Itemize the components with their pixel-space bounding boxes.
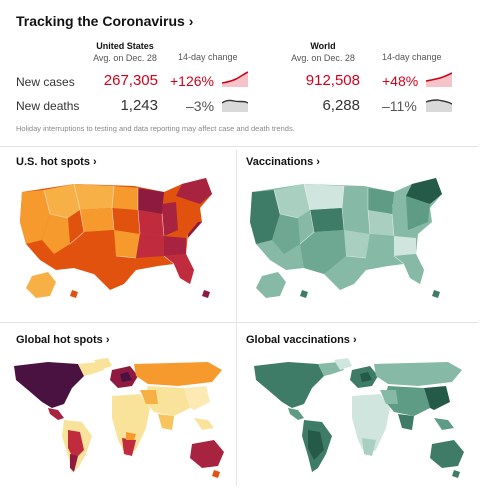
us-cases-value: 267,305 [103, 72, 158, 89]
us-deaths-value: 1,243 [120, 97, 158, 114]
world-column-header: World Avg. on Dec. 28 [290, 40, 356, 64]
world-heading: World [310, 41, 336, 51]
us-hotspots-link[interactable]: U.S. hot spots › [16, 156, 97, 168]
new-deaths-label: New deaths [16, 99, 80, 113]
global-hotspots-link[interactable]: Global hot spots › [16, 334, 110, 346]
us-cases-sparkline [222, 71, 248, 87]
us-column-header: United States Avg. on Dec. 28 [92, 40, 158, 64]
us-deaths-change: –3% [186, 98, 215, 114]
new-cases-label: New cases [16, 75, 75, 89]
us-change-label: 14-day change [178, 52, 238, 62]
divider-top [0, 146, 478, 147]
page-title[interactable]: Tracking the Coronavirus › [16, 13, 194, 29]
divider-middle [0, 322, 478, 323]
us-heading: United States [96, 41, 154, 51]
holiday-note: Holiday interruptions to testing and dat… [16, 124, 295, 133]
world-deaths-change: –11% [382, 98, 417, 114]
world-date: Avg. on Dec. 28 [291, 53, 355, 63]
world-change-label: 14-day change [382, 52, 442, 62]
us-cases-change: +126% [170, 73, 214, 89]
global-vaccinations-map[interactable] [248, 356, 472, 480]
global-hotspots-map[interactable] [8, 356, 232, 480]
us-deaths-sparkline [222, 99, 248, 112]
global-vaccinations-link[interactable]: Global vaccinations › [246, 334, 357, 346]
column-divider [236, 150, 237, 486]
world-cases-change: +48% [382, 73, 419, 89]
us-date: Avg. on Dec. 28 [93, 53, 157, 63]
world-cases-sparkline [426, 72, 452, 87]
us-hotspots-map[interactable] [14, 174, 220, 304]
vaccinations-map[interactable] [244, 174, 450, 304]
vaccinations-link[interactable]: Vaccinations › [246, 156, 320, 168]
world-deaths-sparkline [426, 99, 452, 112]
world-cases-value: 912,508 [305, 72, 360, 89]
world-deaths-value: 6,288 [322, 97, 360, 114]
